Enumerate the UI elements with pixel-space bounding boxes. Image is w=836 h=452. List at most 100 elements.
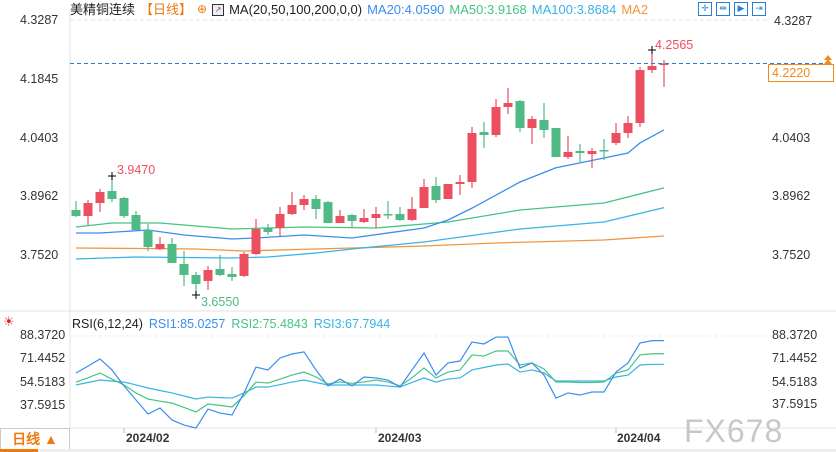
ma20-line (76, 129, 665, 240)
right-price-label: 3.7520 (772, 248, 811, 262)
candle-body[interactable] (503, 103, 513, 108)
candle-body[interactable] (227, 273, 237, 277)
left-price-label: 4.0403 (20, 131, 59, 145)
candle-body[interactable] (347, 214, 357, 221)
rsi3-value: RSI3:67.7944 (313, 317, 391, 331)
rsi1-value: RSI1:85.0257 (148, 317, 226, 331)
x-axis-label: 2024/04 (617, 431, 661, 445)
candle-body[interactable] (575, 151, 585, 154)
candle-body[interactable] (263, 227, 273, 232)
rsi-header: RSI(6,12,24) RSI1:85.0257 RSI2:75.4843 R… (72, 317, 390, 331)
rsi3-line (75, 363, 665, 400)
ma200-line (75, 235, 665, 252)
symbol-name: 美精铜连续 (70, 2, 136, 17)
candle-body[interactable] (635, 70, 645, 124)
rsi1-line (75, 336, 665, 429)
low-label: 3.6550 (201, 295, 239, 309)
candle-body[interactable] (431, 186, 441, 200)
candle-body[interactable] (371, 214, 381, 219)
candle-body[interactable] (107, 190, 117, 200)
candle-body[interactable] (95, 192, 105, 204)
candle-body[interactable] (167, 244, 177, 263)
x-axis-label: 2024/02 (126, 431, 170, 445)
candle-body[interactable] (419, 186, 429, 209)
settings-circle-icon[interactable]: ⊕ (197, 2, 208, 16)
ma-label: MA(20,50,100,200,0,0) (229, 2, 363, 17)
ma20-value: MA20:4.0590 (367, 2, 445, 17)
x-axis-label: 2024/03 (378, 431, 422, 445)
candle-body[interactable] (611, 132, 621, 143)
candle-body[interactable] (251, 229, 261, 254)
candle-body[interactable] (539, 120, 549, 130)
rsi-axis-label: 88.3720 (20, 328, 66, 342)
candle-body[interactable] (323, 202, 333, 224)
swing-high-label: 3.9470 (117, 163, 155, 177)
candle-body[interactable] (155, 244, 165, 249)
candle-body[interactable] (563, 151, 573, 158)
candle-body[interactable] (215, 268, 225, 275)
left-price-label: 4.3287 (20, 13, 59, 27)
candle-body[interactable] (647, 66, 657, 71)
candle-body[interactable] (83, 203, 93, 217)
left-price-label: 4.1845 (20, 72, 59, 86)
right-price-label: 4.3287 (774, 14, 813, 28)
right-price-label: 3.8962 (772, 189, 811, 203)
ma50-line (75, 187, 665, 230)
period-tab-daily[interactable]: 日线 ▲ (0, 428, 70, 450)
candle-body[interactable] (287, 205, 297, 215)
candle-body[interactable] (131, 214, 141, 230)
candle-body[interactable] (491, 107, 501, 135)
candle-body[interactable] (455, 182, 465, 185)
rsi-axis-label-right: 88.3720 (772, 328, 818, 342)
zoom-range-icon[interactable]: ⇹ (716, 2, 730, 16)
ma100-value: MA100:3.8684 (531, 2, 617, 17)
rsi-label: RSI(6,12,24) (72, 317, 143, 331)
rsi2-line (75, 350, 665, 413)
candle-body[interactable] (383, 214, 393, 216)
candle-body[interactable] (467, 132, 477, 183)
candle-body[interactable] (311, 199, 321, 209)
candle-body[interactable] (599, 149, 609, 152)
candle-body[interactable] (407, 208, 417, 221)
candle-body[interactable] (299, 199, 309, 206)
last-price-arrow-icon (824, 55, 832, 64)
bottom-tab-strip[interactable] (0, 449, 836, 452)
candle-body[interactable] (179, 264, 189, 275)
candle-body[interactable] (395, 214, 405, 221)
candle-body[interactable] (551, 127, 561, 158)
candle-body[interactable] (587, 151, 597, 155)
candle-body[interactable] (659, 63, 669, 65)
candle-body[interactable] (203, 270, 213, 281)
candle-body[interactable] (479, 131, 489, 135)
rsi-axis-label-right: 54.5183 (772, 375, 818, 389)
candle-body[interactable] (623, 123, 633, 133)
ma50-value: MA50:3.9168 (449, 2, 527, 17)
ma100-line (75, 206, 665, 260)
candle-body[interactable] (527, 119, 537, 128)
rsi-axis-label: 71.4452 (20, 351, 66, 365)
candle-body[interactable] (191, 274, 201, 284)
candle-body[interactable] (143, 229, 153, 247)
goto-end-icon[interactable]: ⇥ (752, 2, 766, 16)
candle-body[interactable] (71, 210, 81, 217)
candle-body[interactable] (335, 216, 345, 224)
left-price-label: 3.8962 (20, 189, 59, 203)
candle-body[interactable] (443, 184, 453, 200)
period-label[interactable]: 【日线】 (140, 2, 193, 17)
rsi-axis-label-right: 71.4452 (772, 351, 818, 365)
rsi-settings-sun-icon[interactable]: ☀ (3, 314, 15, 329)
rsi2-value: RSI2:75.4843 (231, 317, 308, 331)
candle-body[interactable] (239, 253, 249, 276)
crosshair-icon[interactable]: ✛ (698, 2, 712, 16)
ma200-value: MA2 (621, 2, 649, 17)
indicator-icon[interactable]: ↗ (212, 3, 225, 16)
candle-body[interactable] (275, 214, 285, 228)
candle-body[interactable] (119, 197, 129, 217)
candle-body[interactable] (515, 101, 525, 128)
high-label: 4.2565 (655, 38, 693, 52)
candle-body[interactable] (359, 218, 369, 222)
play-icon[interactable]: ▶ (734, 2, 748, 16)
extreme-markers (108, 46, 656, 299)
left-price-label: 3.7520 (20, 248, 59, 262)
